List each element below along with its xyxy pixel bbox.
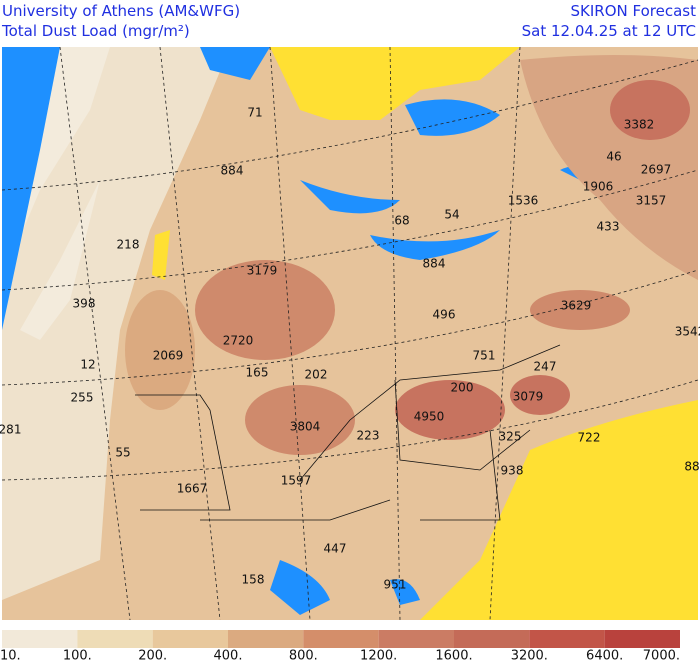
map-value-label: 68 [394,214,409,228]
map-value-label: 88 [684,460,699,474]
colorbar-label: 7000. [643,649,680,663]
map-value-label: 158 [242,573,265,587]
map-value-label: 884 [423,257,446,271]
graticule [2,47,698,620]
colorbar-swatch [454,630,530,648]
map-value-label: 3629 [561,299,592,313]
map-value-label: 71 [247,106,262,120]
map-value-label: 751 [473,349,496,363]
borders [135,344,561,521]
map-value-label: 3804 [290,420,321,434]
map-value-label: 496 [433,308,456,322]
colorbar-swatch [77,630,153,648]
map-value-label: 1667 [177,482,208,496]
map-value-label: 1906 [583,180,614,194]
map-value-label: 1597 [281,474,312,488]
colorbar-label: 200. [138,649,167,663]
map-value-label: 1536 [508,194,539,208]
colorbar-label: 1200. [360,649,397,663]
map-value-label: 325 [499,430,522,444]
map-value-label: 433 [597,220,620,234]
colorbar-swatch [303,630,379,648]
map-value-label: 447 [324,542,347,556]
colorbar-swatch [604,630,680,648]
header-line: Total Dust Load (mgr/m²) [1,22,190,40]
colorbar-label: 400. [214,649,243,663]
map-value-label: 3079 [513,390,544,404]
map-value-label: 722 [578,431,601,445]
colorbar: 10. 100. 200. 400. 800. 1200. 1600. 3200. 6400. 7… [0,630,680,664]
header-line: Sat 12.04.25 at 12 UTC [522,22,696,40]
map-value-label: 2720 [223,334,254,348]
colorbar-label: 6400. [586,649,623,663]
map-labels: 71 884 218 398 12 255 281 2069 2720 3179 165 202 55 3… [0,106,700,592]
map-value-label: 3382 [624,118,655,132]
map-value-label: 2069 [153,349,184,363]
map-value-label: 223 [357,429,380,443]
colorbar-label: 100. [63,649,92,663]
map-value-label: 398 [73,297,96,311]
colorbar-swatch [152,630,228,648]
map-value-label: 938 [501,464,524,478]
map-value-label: 200 [451,381,474,395]
colorbar-label: 800. [289,649,318,663]
map-value-label: 202 [305,368,328,382]
map-value-label: 2697 [641,163,672,177]
colorbar-label: 3200. [511,649,548,663]
map-value-label: 951 [384,578,407,592]
map-value-label: 247 [534,360,557,374]
map-value-label: 55 [115,446,130,460]
map-value-label: 255 [71,391,94,405]
map-value-label: 3157 [636,194,667,208]
map-value-label: 4950 [414,410,445,424]
colorbar-swatch [2,630,78,648]
header-line: SKIRON Forecast [571,2,697,20]
map-value-label: 3179 [247,264,278,278]
colorbar-swatch [529,630,605,648]
map-value-label: 46 [606,150,621,164]
colorbar-label: 10. [0,649,21,663]
map-value-label: 281 [0,423,21,437]
map-value-label: 218 [117,238,140,252]
map-value-label: 884 [221,164,244,178]
map-value-label: 12 [80,358,95,372]
header-line: University of Athens (AM&WFG) [2,2,240,20]
colorbar-swatch [228,630,304,648]
colorbar-swatch [378,630,454,648]
map-value-label: 54 [444,208,459,222]
map-value-label: 165 [246,366,269,380]
map [2,47,698,620]
colorbar-label: 1600. [435,649,472,663]
